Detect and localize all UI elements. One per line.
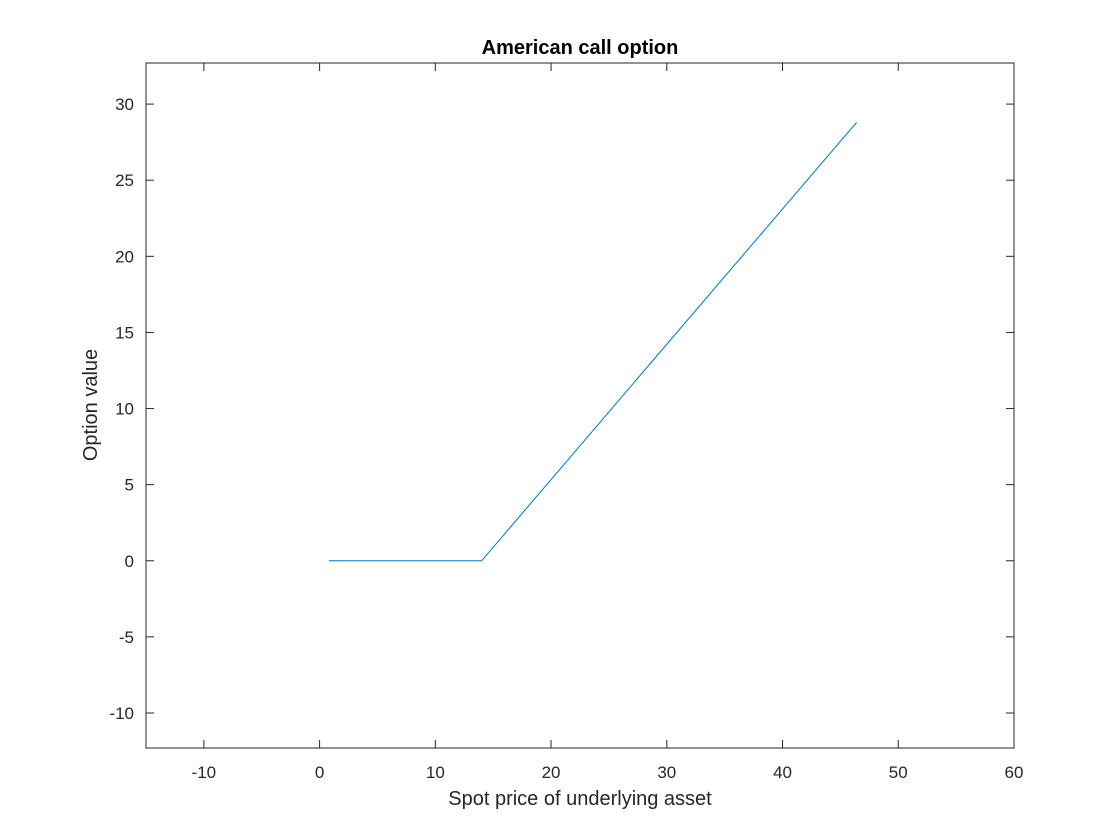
y-axis-label: Option value xyxy=(80,349,102,461)
x-tick-label: 50 xyxy=(889,763,908,782)
x-tick-label: 60 xyxy=(1005,763,1024,782)
axes-box xyxy=(145,62,1015,749)
x-tick-label: 30 xyxy=(657,763,676,782)
y-tick-label: 5 xyxy=(125,476,134,495)
y-tick-label: -10 xyxy=(109,704,134,723)
y-tick-label: 15 xyxy=(115,323,134,342)
y-tick-label: 30 xyxy=(115,95,134,114)
x-tick-label: 20 xyxy=(542,763,561,782)
series-line xyxy=(328,122,857,562)
x-axis-label: Spot price of underlying asset xyxy=(448,788,712,810)
plot-area: -10 0 10 20 30 40 50 60 -10 -5 0 5 10 15 20 25 30 xyxy=(109,62,1024,782)
x-tick-label: 0 xyxy=(315,763,324,782)
y-tick-label: 0 xyxy=(125,552,134,571)
y-tick-label: 10 xyxy=(115,400,134,419)
chart-title: American call option xyxy=(482,37,679,59)
x-tick-label: -10 xyxy=(192,763,217,782)
y-tick-label: 25 xyxy=(115,171,134,190)
x-tick-label: 10 xyxy=(426,763,445,782)
y-tick-label: -5 xyxy=(119,628,134,647)
x-tick-label: 40 xyxy=(773,763,792,782)
y-tick-label: 20 xyxy=(115,247,134,266)
